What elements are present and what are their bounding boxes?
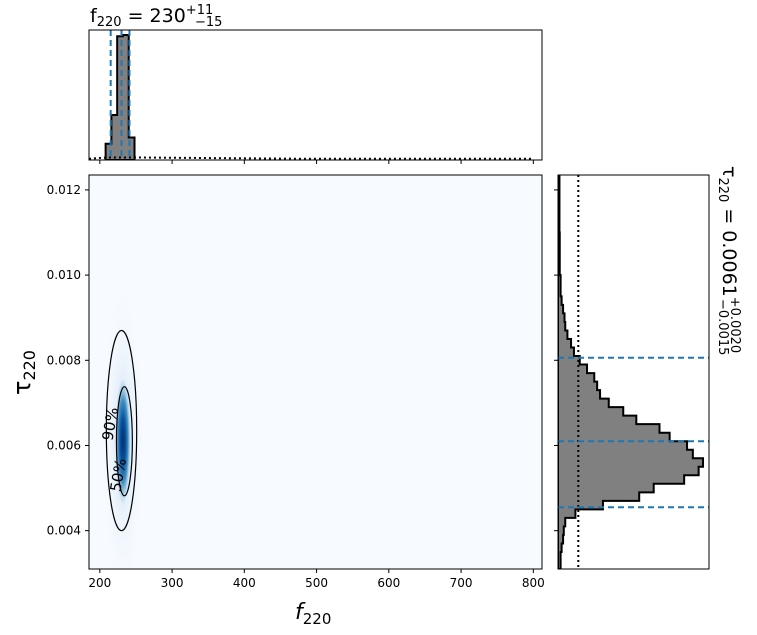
- top-marginal-frame: [88, 29, 543, 161]
- y-tick-label: 0.006: [47, 438, 81, 452]
- y-axis-label: τ220: [8, 350, 39, 395]
- x-tick-label: 600: [377, 576, 400, 590]
- contour-label-90: 90%: [99, 406, 123, 442]
- x-tick-label: 700: [450, 576, 473, 590]
- top-marginal-title-minus: −15: [195, 15, 222, 30]
- joint-frame: [88, 174, 543, 570]
- right-histogram: [558, 175, 704, 569]
- right-marginal-title-minus: −0.0015: [715, 299, 730, 355]
- y-tick-label: 0.004: [47, 524, 81, 538]
- x-tick-label: 500: [305, 576, 328, 590]
- contour-50-percent: [115, 386, 133, 497]
- y-tick-label: 0.010: [47, 268, 81, 282]
- density-core: [115, 377, 131, 506]
- right-marginal-frame: [557, 174, 710, 570]
- x-tick-label: 200: [88, 576, 111, 590]
- joint-panel: 90% 50% 200 300 400 500 600 700 800 0.004 0.006 0…: [8, 174, 545, 628]
- y-tick-label: 0.008: [47, 353, 81, 367]
- contour-label-50: 50%: [107, 457, 131, 493]
- x-axis-label: f220: [295, 600, 331, 628]
- y-tick-label: 0.012: [47, 183, 81, 197]
- right-marginal-title: τ220 = 0.0061+0.0020: [715, 166, 742, 353]
- right-marginal-panel: τ220 = 0.0061+0.0020 −0.0015: [554, 166, 742, 570]
- x-tick-label: 400: [233, 576, 256, 590]
- contour-90-percent: [105, 329, 138, 532]
- joint-background: [89, 175, 542, 569]
- top-marginal-panel: f220 = 230+11 −15: [88, 3, 543, 164]
- top-prior-line: [89, 156, 534, 160]
- x-tick-label: 800: [522, 576, 545, 590]
- x-tick-label: 300: [161, 576, 184, 590]
- top-marginal-title: f220 = 230+11: [90, 3, 213, 30]
